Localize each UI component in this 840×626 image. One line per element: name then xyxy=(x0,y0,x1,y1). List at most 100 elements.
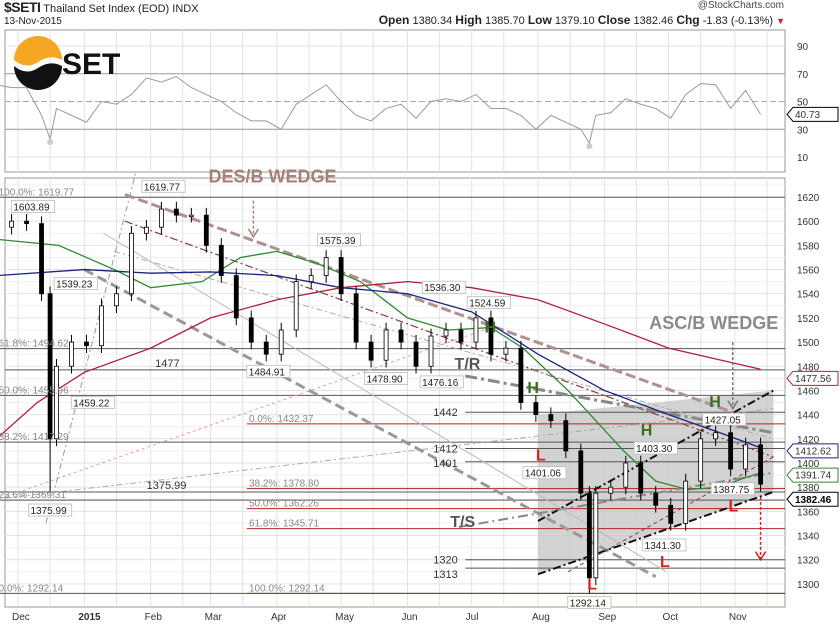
level-label-group: 1320 xyxy=(433,555,457,567)
copyright[interactable]: @StockCharts.com xyxy=(697,0,784,11)
price-label: 1478.90 xyxy=(366,375,403,386)
x-tick-label: Oct xyxy=(663,612,679,623)
rsi-tick-label: 50 xyxy=(797,98,809,109)
ma-green-tag: 1391.74 xyxy=(795,471,832,482)
fib-label: 38.2%: 1378.80 xyxy=(249,479,319,490)
last-price-tag-box xyxy=(786,491,839,507)
candle-body xyxy=(428,335,434,367)
price-tick-label: 1620 xyxy=(797,193,820,204)
candle-body xyxy=(188,214,194,218)
candle-body xyxy=(218,244,224,276)
price-label: 1401.06 xyxy=(525,469,562,480)
candle-body xyxy=(293,281,299,331)
x-tick-label: Apr xyxy=(271,612,287,623)
x-tick-label: Dec xyxy=(12,612,30,623)
fib-label: 38.2%: 1417.29 xyxy=(0,432,69,443)
candle-body xyxy=(398,329,404,343)
price-label-group: 1459.22 xyxy=(70,395,115,409)
price-label-box xyxy=(364,372,409,385)
price-label-group: 1619.77 xyxy=(141,179,186,193)
price-label-group: 1484.91 xyxy=(246,364,291,378)
candle-body xyxy=(248,317,254,343)
candle-body xyxy=(129,232,134,295)
candle-body xyxy=(278,329,284,355)
candle-body xyxy=(114,293,119,307)
annotation-tr: T/R xyxy=(455,356,481,373)
trendline xyxy=(45,172,137,524)
candle-body xyxy=(533,402,539,416)
annotation-l: L xyxy=(660,554,670,571)
candle-body xyxy=(683,480,689,524)
high-value: 1385.70 xyxy=(485,15,525,27)
fib-label: 61.8%: 1494.62 xyxy=(0,339,69,350)
trendline xyxy=(537,491,774,576)
price-label: 1575.39 xyxy=(319,236,356,247)
chg-label: Chg xyxy=(676,13,700,27)
trendline xyxy=(124,193,740,417)
price-label-group: 1575.39 xyxy=(316,233,361,247)
price-label-box xyxy=(316,233,361,247)
trendline xyxy=(0,327,492,500)
trendline xyxy=(124,220,774,458)
level-label-group: 1477 xyxy=(155,358,179,370)
ma-blue-tag-group: 1412.62 xyxy=(786,443,839,459)
logo-top-icon xyxy=(14,36,62,66)
close-label: Close xyxy=(597,13,631,27)
price-tick-label: 1560 xyxy=(797,266,820,277)
level-label-group: 61.8%: 1345.71 xyxy=(249,519,319,530)
candle-body xyxy=(143,226,149,234)
candle-body xyxy=(24,220,29,224)
candle-body xyxy=(69,341,74,367)
fib-label: 0.0%: 1432.37 xyxy=(249,414,314,425)
price-label: 1524.59 xyxy=(469,298,506,309)
low-label: Low xyxy=(527,13,552,27)
price-tick-label: 1500 xyxy=(797,338,820,349)
level-label: 1477 xyxy=(155,358,179,370)
x-tick-label: Jul xyxy=(466,612,479,623)
price-label-box xyxy=(53,277,98,291)
price-label-group: 1524.59 xyxy=(466,295,511,309)
candle-body xyxy=(173,208,179,216)
level-label-group: 23.6% 1369.31 xyxy=(0,490,66,501)
price-label-group: 1476.16 xyxy=(419,375,464,389)
price-label-box xyxy=(567,595,612,609)
price-label-box xyxy=(10,200,55,213)
ohlc-bar: Open 1380.34 High 1385.70 Low 1379.10 Cl… xyxy=(379,14,785,28)
price-tick-label: 1340 xyxy=(797,532,820,543)
price-tick-label: 1580 xyxy=(797,241,820,252)
level-label-group: 100.0%: 1619.77 xyxy=(0,187,75,198)
fib-label: 0.0%: 1292.14 xyxy=(0,583,64,594)
ma-red-tag-group: 1477.56 xyxy=(786,370,839,386)
candle-body xyxy=(338,257,344,295)
candle-body xyxy=(203,214,209,246)
price-tick-label: 1460 xyxy=(797,386,820,397)
level-label: 1375.99 xyxy=(147,480,187,492)
price-tick-label: 1540 xyxy=(797,290,820,301)
annotation-group: ASC/B WEDGE xyxy=(649,313,778,333)
price-tick-label: 1440 xyxy=(797,411,820,422)
high-label: High xyxy=(455,13,482,27)
annotation-l: L xyxy=(587,577,597,594)
trendline xyxy=(83,268,657,578)
candle-body xyxy=(503,347,509,355)
candle-body xyxy=(488,317,494,355)
candle-body xyxy=(263,341,269,355)
price-label-box xyxy=(141,179,186,193)
rsi-tick-label: 70 xyxy=(797,70,809,81)
price-label-group: 1536.30 xyxy=(421,280,466,294)
level-label: 1412 xyxy=(433,443,457,455)
candle-body xyxy=(578,450,584,494)
rsi-tick-label: 90 xyxy=(797,42,809,53)
candle-body xyxy=(47,293,53,440)
annotation-group: T/S xyxy=(450,514,475,531)
annotation-group: L xyxy=(660,554,670,571)
x-tick-label: Aug xyxy=(532,612,550,623)
price-label-box xyxy=(28,503,73,517)
candle-body xyxy=(608,486,614,494)
annotation-group: L xyxy=(587,577,597,594)
candle-body xyxy=(473,317,479,343)
price-label-group: 1387.75 xyxy=(710,482,755,496)
price-label-group: 1539.23 xyxy=(53,277,98,291)
price-label: 1484.91 xyxy=(249,367,286,378)
candle-body xyxy=(586,492,592,579)
